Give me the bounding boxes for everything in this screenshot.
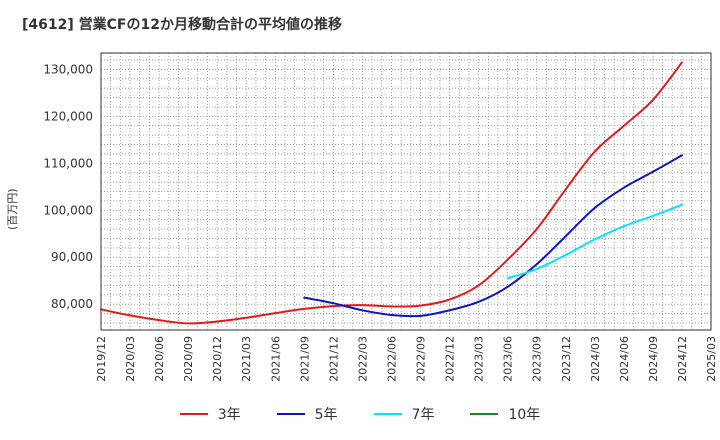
legend-label: 7年 (411, 407, 435, 423)
x-tick-label: 2025/03 (705, 336, 718, 382)
x-tick-label: 2023/09 (531, 336, 544, 382)
x-tick-labels: 2019/12 2020/03 2020/06 2020/09 2020/12 2021/… (95, 336, 718, 382)
legend-swatch (276, 413, 305, 415)
legend-label: 5年 (314, 407, 338, 423)
legend-swatch (179, 413, 208, 415)
series-line-3年 (100, 61, 683, 325)
legend-item: 3年 (179, 404, 241, 424)
y-tick-label: 110,000 (43, 156, 93, 170)
x-tick-label: 2021/06 (269, 336, 282, 382)
x-tick-label: 2023/06 (502, 336, 515, 382)
x-tick-label: 2021/12 (327, 336, 340, 382)
y-tick-label: 80,000 (51, 297, 93, 311)
legend-label: 10年 (508, 407, 541, 423)
legend-swatch (373, 413, 402, 415)
x-tick-label: 2022/12 (444, 336, 457, 382)
legend-label: 3年 (217, 407, 241, 423)
series-lines (100, 61, 683, 325)
legend-item: 10年 (470, 404, 540, 424)
series-line-5年 (303, 154, 683, 318)
x-tick-label: 2020/06 (153, 336, 166, 382)
x-tick-label: 2020/03 (124, 336, 137, 382)
x-tick-label: 2022/03 (356, 336, 369, 382)
x-tick-label: 2023/03 (473, 336, 486, 382)
y-tick-label: 90,000 (51, 250, 93, 264)
legend-item: 7年 (373, 404, 435, 424)
legend-item: 5年 (276, 404, 338, 424)
x-tick-label: 2021/09 (298, 336, 311, 382)
y-tick-label: 120,000 (43, 109, 93, 123)
x-tick-label: 2021/03 (240, 336, 253, 382)
x-tick-label: 2022/06 (385, 336, 398, 382)
series-line-7年 (506, 203, 683, 280)
legend: 3年 5年 7年 10年 (0, 402, 720, 426)
y-tick-labels: 80,000 90,000 100,000 110,000 120,000 130,000 (43, 62, 93, 311)
chart-title: [4612] 営業CFの12か月移動合計の平均値の推移 (22, 17, 342, 33)
x-tick-label: 2024/09 (647, 336, 660, 382)
x-tick-label: 2024/12 (676, 336, 689, 382)
x-tick-label: 2024/06 (618, 336, 631, 382)
x-tick-label: 2024/03 (589, 336, 602, 382)
x-tick-label: 2022/09 (415, 336, 428, 382)
line-chart: 80,000 90,000 100,000 110,000 120,000 130,000… (43, 52, 718, 382)
x-tick-label: 2019/12 (95, 336, 108, 382)
x-tick-label: 2020/12 (211, 336, 224, 382)
y-tick-label: 100,000 (43, 203, 93, 217)
legend-swatch (470, 413, 499, 415)
plot-frame (100, 52, 712, 331)
y-tick-label: 130,000 (43, 62, 93, 76)
x-tick-label: 2020/09 (182, 336, 195, 382)
x-tick-label: 2023/12 (560, 336, 573, 382)
